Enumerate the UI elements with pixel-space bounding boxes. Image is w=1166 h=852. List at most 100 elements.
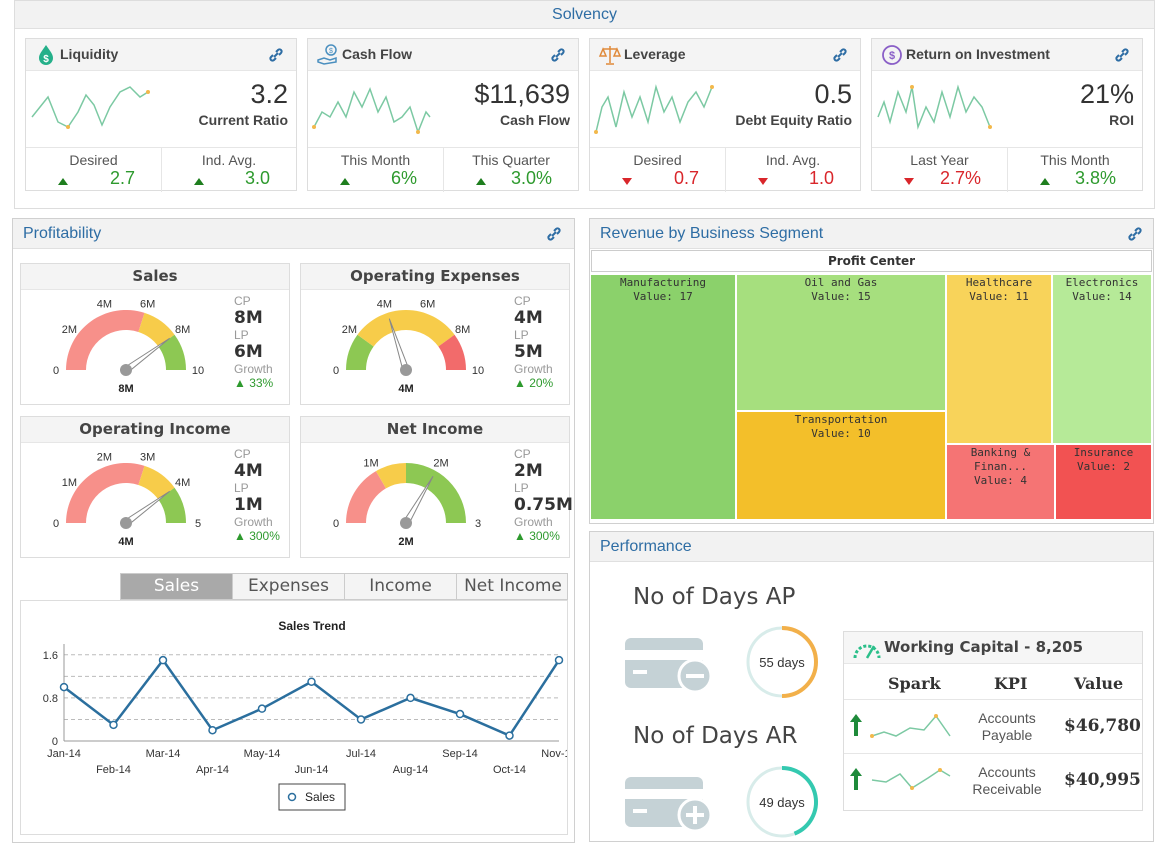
solvency-header: Solvency xyxy=(15,1,1154,29)
treemap-cell[interactable]: Healthcare Value: 11 xyxy=(946,274,1052,444)
cp-label: CP xyxy=(514,294,531,308)
down-arrow-icon xyxy=(904,178,914,185)
days-ap-label: No of Days AP xyxy=(633,584,796,610)
gauge-tick: 0 xyxy=(53,365,59,377)
treemap-header: Profit Center xyxy=(591,250,1152,272)
treemap-cell[interactable]: Electronics Value: 14 xyxy=(1052,274,1152,444)
data-point[interactable] xyxy=(257,704,267,713)
up-arrow-icon xyxy=(1040,178,1050,185)
sparkline xyxy=(877,84,992,130)
compare-label: This Quarter xyxy=(472,152,550,168)
gauge-tick: 5 xyxy=(195,518,201,530)
gauge-tick: 1M xyxy=(62,477,77,489)
svg-text:$: $ xyxy=(329,48,333,55)
data-point[interactable] xyxy=(208,725,217,735)
x-tick-label: Feb-14 xyxy=(96,764,131,776)
treemap-cell[interactable]: Transportation Value: 10 xyxy=(736,411,946,520)
gauge-tick: 0 xyxy=(333,365,339,377)
liquidity-card: $ Liquidity 3.2 Current Ratio Desired 2.7… xyxy=(25,38,297,192)
tab-income[interactable]: Income xyxy=(345,574,457,599)
growth-label: Growth xyxy=(514,515,553,529)
card-title: Cash Flow xyxy=(342,46,413,62)
up-arrow-icon xyxy=(850,768,862,790)
sparkline xyxy=(871,768,951,790)
gauge-value: 4M xyxy=(118,536,133,548)
compare-label: Ind. Avg. xyxy=(201,152,257,168)
treemap-cell[interactable]: Banking & Finan... Value: 4 xyxy=(946,444,1055,520)
treemap-cell[interactable]: Manufacturing Value: 17 xyxy=(590,274,736,520)
treemap-cell[interactable]: Oil and Gas Value: 15 xyxy=(736,274,946,411)
profitability-tabs: Sales Expenses Income Net Income xyxy=(120,573,568,600)
link-icon[interactable] xyxy=(832,47,848,63)
link-icon[interactable] xyxy=(268,47,284,63)
compare-value: 0.7 xyxy=(673,168,699,188)
up-arrow-icon xyxy=(58,178,68,185)
gauge-tick: 4M xyxy=(97,298,112,310)
ring-progress xyxy=(781,626,818,698)
data-point[interactable] xyxy=(59,682,69,692)
link-icon[interactable] xyxy=(1114,47,1130,63)
gauge-tick: 1M xyxy=(363,457,378,469)
ring-value: 49 days xyxy=(759,795,805,810)
segment-value: Value: 15 xyxy=(811,290,871,303)
compare-value: 2.7 xyxy=(109,168,135,188)
up-arrow-icon xyxy=(340,178,350,185)
data-point[interactable] xyxy=(406,693,415,703)
chart-legend[interactable]: Sales xyxy=(278,783,346,811)
tab-net-income[interactable]: Net Income xyxy=(464,576,562,596)
gauge-title: Sales xyxy=(21,264,289,290)
kpi-value: 21% xyxy=(1079,79,1134,109)
x-tick-label: May-14 xyxy=(244,748,281,760)
link-icon[interactable] xyxy=(546,226,562,242)
growth-value: ▲ 20% xyxy=(514,376,554,390)
legend-marker xyxy=(287,792,297,802)
y-tick-label: 0 xyxy=(52,736,58,748)
kpi-value: $40,995 xyxy=(1064,770,1141,790)
sparkline xyxy=(312,86,431,135)
treemap-cell[interactable]: Insurance Value: 2 xyxy=(1055,444,1152,520)
compare-label: Ind. Avg. xyxy=(765,152,821,168)
link-icon[interactable] xyxy=(1127,226,1143,242)
gauge-tick: 6M xyxy=(420,298,435,310)
data-point[interactable] xyxy=(505,731,514,740)
col-value: Value xyxy=(1074,674,1124,693)
gauge-tick: 2M xyxy=(62,324,77,336)
x-tick-label: Apr-14 xyxy=(196,764,229,776)
cp-value: 4M xyxy=(234,461,263,481)
segment-value: Value: 4 xyxy=(974,474,1027,487)
x-tick-label: Sep-14 xyxy=(442,748,477,760)
data-point[interactable] xyxy=(307,677,316,686)
up-arrow-icon xyxy=(194,178,204,185)
kpi-metric: Debt Equity Ratio xyxy=(735,112,852,128)
data-point[interactable] xyxy=(158,655,168,665)
compare-label: Last Year xyxy=(910,152,969,168)
svg-text:$: $ xyxy=(889,50,895,62)
days-ar-ring: 49 days xyxy=(746,766,818,838)
performance-title: Performance xyxy=(600,538,692,555)
data-point[interactable] xyxy=(356,715,366,724)
revenue-title: Revenue by Business Segment xyxy=(600,225,824,242)
data-point[interactable] xyxy=(455,709,465,719)
legend-label: Sales xyxy=(305,790,335,804)
gauge-pivot xyxy=(400,517,412,529)
x-tick-label: Mar-14 xyxy=(146,748,181,760)
data-point[interactable] xyxy=(554,655,564,665)
kpi-name: Accounts Receivable xyxy=(972,764,1042,797)
cp-label: CP xyxy=(234,294,251,308)
compare-value: 3.0% xyxy=(510,168,552,188)
gauge-tick: 3M xyxy=(140,451,155,463)
gauge-pivot xyxy=(120,517,132,529)
tab-expenses[interactable]: Expenses xyxy=(233,574,345,599)
data-point[interactable] xyxy=(109,720,118,730)
tab-sales[interactable]: Sales xyxy=(121,574,233,599)
gauge-band xyxy=(375,463,406,489)
lp-value: 6M xyxy=(234,342,263,362)
days-ar-label: No of Days AR xyxy=(633,723,798,749)
gauge-dial: 0 2M 4M 6M 8M 10 4M xyxy=(333,298,484,395)
segment-name: Electronics xyxy=(1065,276,1139,289)
gauge-tick: 0 xyxy=(53,518,59,530)
link-icon[interactable] xyxy=(550,47,566,63)
card-title: Leverage xyxy=(624,46,686,62)
gauge-value: 8M xyxy=(118,383,133,395)
gauge-tick: 4M xyxy=(175,477,190,489)
